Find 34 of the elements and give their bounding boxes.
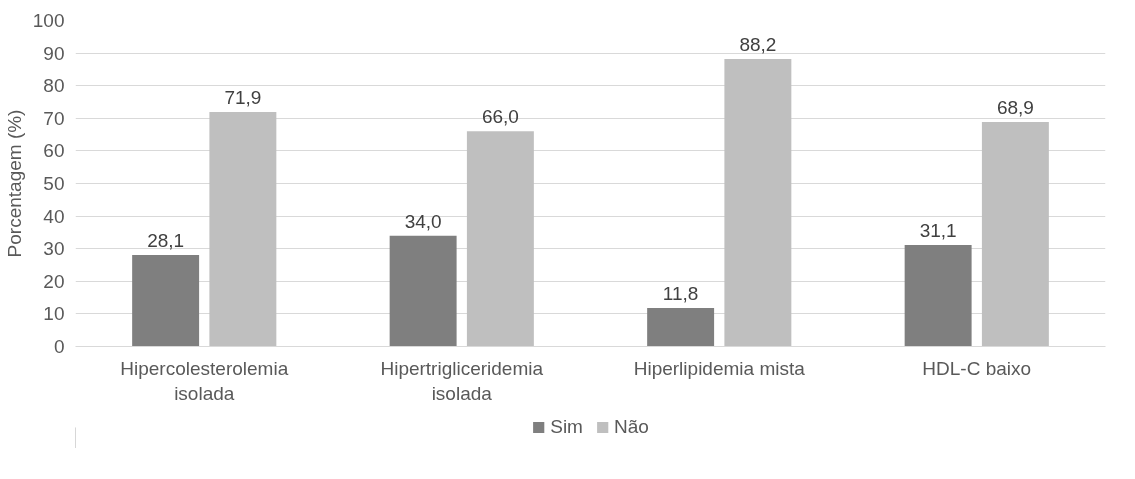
bar — [209, 112, 277, 347]
y-tick-label: 70 — [43, 107, 65, 129]
y-tick-label: 50 — [43, 173, 65, 194]
y-tick-label: 30 — [43, 238, 65, 260]
y-tick-label: 20 — [43, 270, 65, 292]
bar — [389, 235, 457, 347]
bar — [981, 121, 1049, 347]
y-tick-label: 10 — [43, 303, 65, 325]
y-tick-label: 60 — [43, 140, 65, 162]
bar — [904, 245, 972, 347]
data-label: 34,0 — [404, 210, 442, 232]
data-label: 31,1 — [919, 220, 957, 242]
data-label: 11,8 — [662, 283, 699, 305]
y-tick-label: 80 — [43, 75, 65, 97]
legend-label: Sim — [550, 416, 583, 438]
data-label: 71,9 — [224, 87, 262, 109]
data-label: 28,1 — [147, 229, 185, 251]
y-axis-title: Porcentagem (%) — [3, 109, 25, 258]
bar — [466, 131, 534, 347]
x-tick-label: Hiperlipidemia mista — [633, 357, 806, 379]
y-tick-label: 90 — [43, 42, 65, 64]
bar — [647, 308, 715, 347]
data-label: 88,2 — [739, 33, 777, 55]
x-tick-label: Hipercolesterolemia isolada — [120, 357, 289, 404]
x-tick-label: Hipertrigliceridemia isolada — [380, 357, 544, 404]
data-label: 68,9 — [996, 96, 1034, 118]
bar — [724, 58, 792, 347]
legend-label: Não — [613, 416, 649, 438]
y-tick-label: 0 — [53, 336, 65, 357]
y-tick-label: 100 — [32, 10, 65, 31]
data-label: 66,0 — [481, 106, 519, 128]
x-tick-label: HDL-C baixo — [922, 357, 1032, 379]
y-tick-label: 40 — [43, 205, 65, 227]
bar — [132, 254, 200, 347]
